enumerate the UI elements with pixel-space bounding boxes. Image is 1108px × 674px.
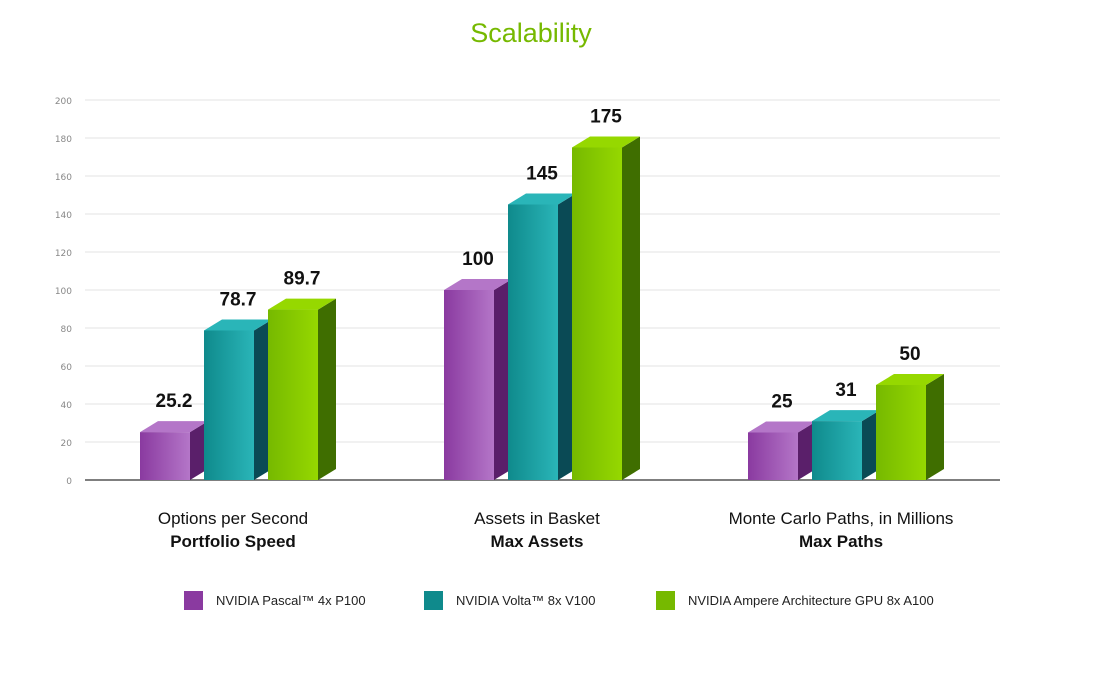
y-tick-label: 60 <box>61 363 73 373</box>
category-sublabel: Max Assets <box>491 532 584 551</box>
data-label: 89.7 <box>284 269 321 290</box>
data-label: 50 <box>899 344 920 365</box>
category-label: Assets in Basket <box>474 509 600 528</box>
chart-title: Scalability <box>470 18 592 48</box>
bar-side <box>622 136 640 480</box>
data-label: 145 <box>526 164 558 185</box>
y-tick-label: 80 <box>61 325 73 335</box>
bar-side <box>798 421 816 480</box>
bar <box>812 421 862 480</box>
data-label: 78.7 <box>220 289 257 310</box>
bar <box>876 385 926 480</box>
legend-swatch <box>656 591 675 610</box>
legend-swatch <box>424 591 443 610</box>
bar-side <box>558 193 576 480</box>
y-tick-label: 100 <box>55 287 72 297</box>
bar-side <box>862 410 880 480</box>
category-sublabel: Max Paths <box>799 532 883 551</box>
legend-label: NVIDIA Ampere Architecture GPU 8x A100 <box>688 593 934 608</box>
category-label: Monte Carlo Paths, in Millions <box>729 509 954 528</box>
bar <box>444 290 494 480</box>
bar-top <box>572 136 640 148</box>
data-label: 25 <box>771 392 793 413</box>
bar <box>748 432 798 480</box>
bar-side <box>190 421 208 480</box>
bar-top <box>508 193 576 205</box>
y-tick-label: 160 <box>55 173 72 183</box>
bar-top <box>204 319 272 331</box>
bar <box>268 309 318 480</box>
bar <box>508 204 558 480</box>
legend-swatch <box>184 591 203 610</box>
bar <box>204 330 254 480</box>
category-label: Options per Second <box>158 509 308 528</box>
bar-top <box>268 298 336 310</box>
bar-top <box>444 279 512 290</box>
bar-side <box>926 374 944 480</box>
category-sublabel: Portfolio Speed <box>170 532 296 551</box>
bar-top <box>140 421 208 433</box>
bar <box>140 432 190 480</box>
y-tick-label: 0 <box>66 477 72 487</box>
y-tick-label: 140 <box>55 211 72 221</box>
data-label: 175 <box>590 107 622 128</box>
y-tick-label: 120 <box>55 249 72 259</box>
bar-side <box>494 279 512 480</box>
bar-top <box>876 374 944 385</box>
bar <box>572 147 622 480</box>
bar-side <box>254 319 272 480</box>
data-label: 31 <box>835 380 857 401</box>
bar-top <box>812 410 880 422</box>
y-tick-label: 40 <box>61 401 73 411</box>
y-tick-label: 200 <box>55 97 72 107</box>
data-label: 25.2 <box>156 391 193 412</box>
y-tick-label: 180 <box>55 135 72 145</box>
legend-label: NVIDIA Volta™ 8x V100 <box>456 593 595 608</box>
bar-top <box>748 421 816 433</box>
bar-side <box>318 298 336 480</box>
legend-label: NVIDIA Pascal™ 4x P100 <box>216 593 366 608</box>
data-label: 100 <box>462 249 494 270</box>
y-tick-label: 20 <box>61 439 73 449</box>
